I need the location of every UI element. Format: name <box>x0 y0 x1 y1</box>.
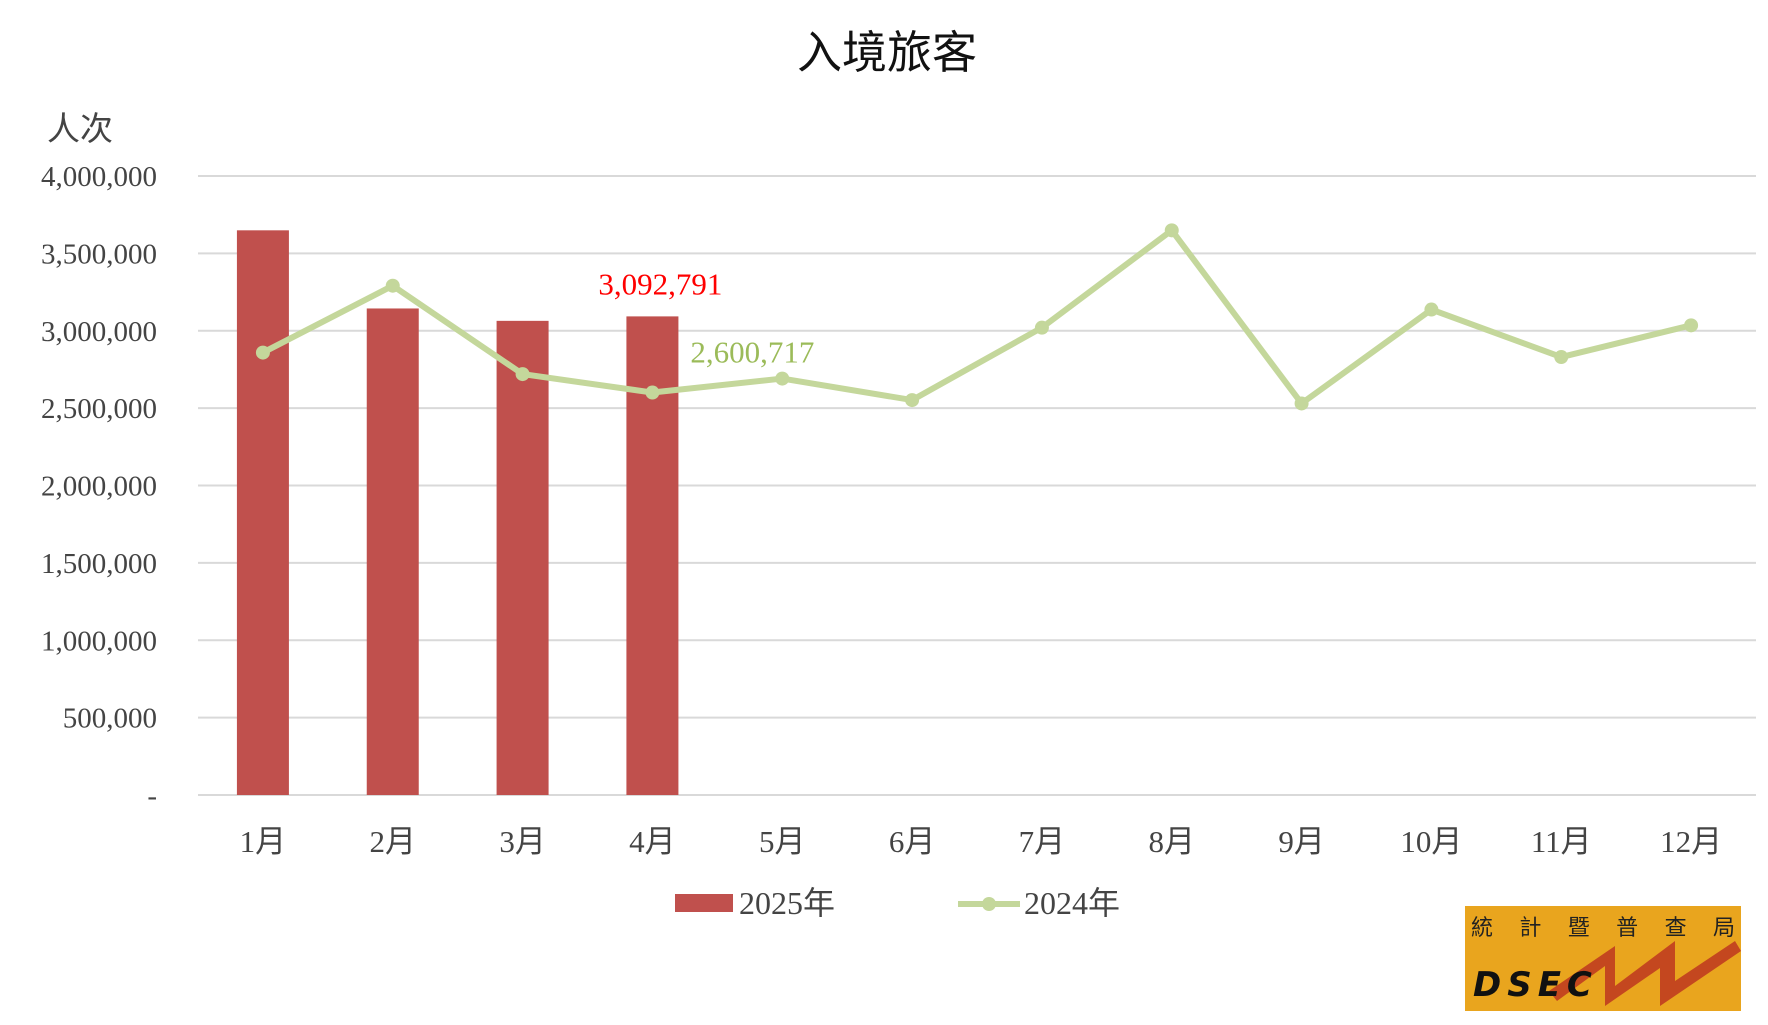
point-2024-6 <box>905 393 920 408</box>
x-tick-label: 5月 <box>759 824 806 859</box>
y-axis-label: 人次 <box>47 111 113 148</box>
bar-2025-1 <box>236 230 289 795</box>
x-tick-label: 8月 <box>1149 824 1196 859</box>
x-tick-label: 10月 <box>1400 824 1462 859</box>
point-2024-10 <box>1424 302 1439 317</box>
point-2024-3 <box>515 367 530 382</box>
legend-label-2025: 2025年 <box>739 885 835 921</box>
point-2024-7 <box>1034 320 1049 335</box>
x-tick-label: 2月 <box>370 824 417 859</box>
legend-marker-2024 <box>982 897 996 911</box>
x-tick-label: 1月 <box>240 824 287 859</box>
logo-char: 普 <box>1616 916 1639 941</box>
y-tick-label: 2,500,000 <box>41 393 157 425</box>
dsec-logo: 統計暨 普查局 DSEC <box>1465 906 1741 1011</box>
logo-char: 計 <box>1519 916 1542 941</box>
logo-text: DSEC <box>1473 965 1598 1005</box>
legend-label-2024: 2024年 <box>1024 885 1120 921</box>
y-tick-label: 1,000,000 <box>41 625 157 657</box>
x-tick-label: 4月 <box>629 824 676 859</box>
x-tick-label: 9月 <box>1278 824 1325 859</box>
point-2024-1 <box>255 345 270 360</box>
logo-zigzag <box>1549 941 1741 1006</box>
point-2024-11 <box>1554 350 1569 365</box>
y-tick-label: 1,500,000 <box>41 548 157 580</box>
data-label: 2,600,717 <box>690 335 814 370</box>
x-tick-label: 3月 <box>499 824 546 859</box>
point-2024-12 <box>1684 318 1699 333</box>
y-tick-label: 3,500,000 <box>41 238 157 270</box>
x-tick-label: 11月 <box>1531 824 1592 859</box>
y-tick-label: 3,000,000 <box>41 316 157 348</box>
logo-char: 暨 <box>1567 916 1590 941</box>
y-tick-label: 2,000,000 <box>41 471 157 503</box>
legend-swatch-2025 <box>675 894 733 912</box>
point-2024-9 <box>1294 396 1309 411</box>
x-tick-label: 12月 <box>1660 824 1722 859</box>
chart-title: 入境旅客 <box>797 28 977 78</box>
x-tick-label: 7月 <box>1019 824 1066 859</box>
data-label: 3,092,791 <box>598 266 722 301</box>
bar-2025-3 <box>496 320 549 795</box>
y-tick-label: 500,000 <box>63 703 157 735</box>
logo-char: 查 <box>1664 916 1687 941</box>
logo-char: 統 <box>1471 916 1494 941</box>
point-2024-8 <box>1164 223 1179 238</box>
y-tick-label: - <box>147 780 157 812</box>
point-2024-2 <box>385 278 400 293</box>
logo-char: 局 <box>1712 916 1735 941</box>
x-tick-label: 6月 <box>889 824 936 859</box>
line-2024 <box>261 227 1692 407</box>
y-tick-label: 4,000,000 <box>41 161 157 193</box>
point-2024-5 <box>775 371 790 386</box>
point-2024-4 <box>645 385 660 400</box>
bar-2025-2 <box>366 308 419 795</box>
